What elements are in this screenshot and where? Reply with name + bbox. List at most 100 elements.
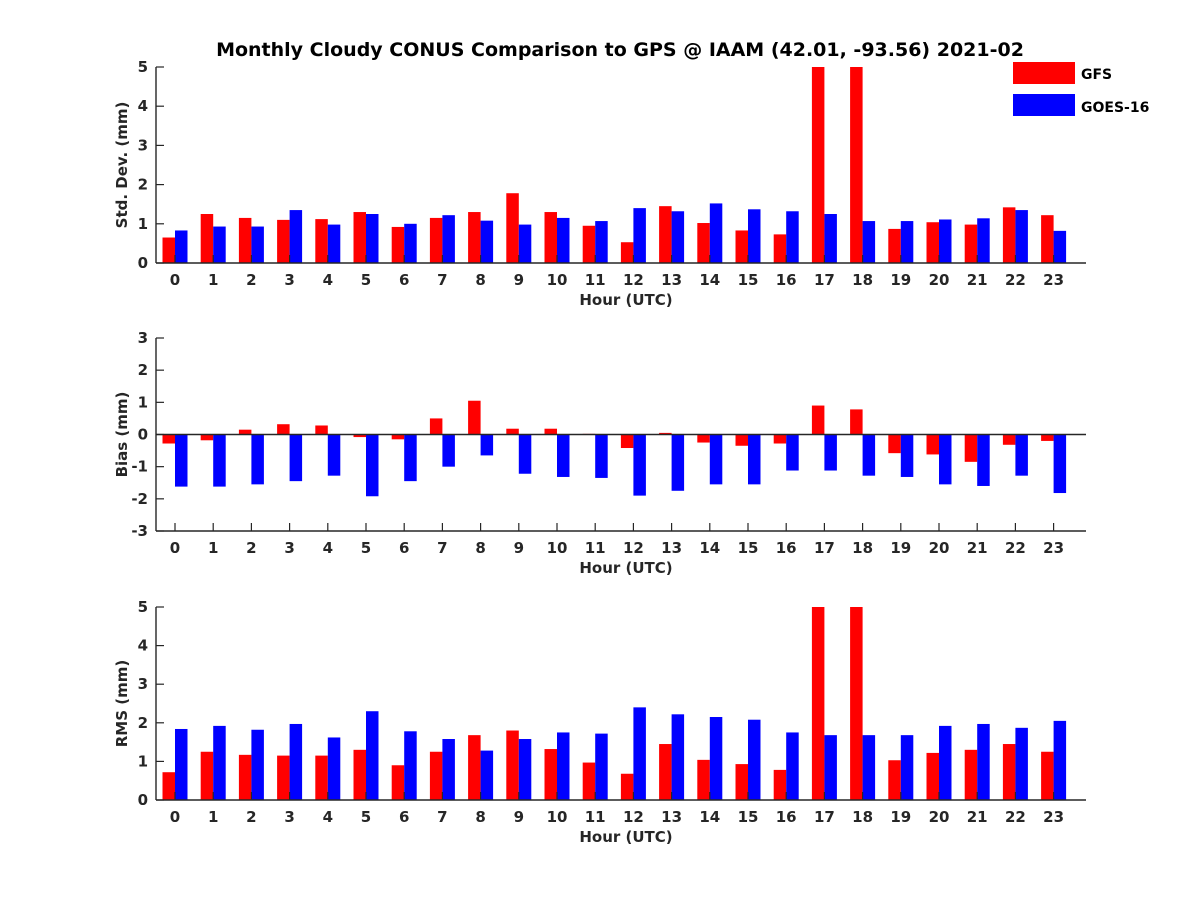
- bar-gfs-hour-8: [468, 212, 481, 263]
- bar-gfs-hour-19: [888, 760, 901, 800]
- x-tick-label: 10: [547, 271, 568, 289]
- x-tick-label: 4: [323, 539, 333, 557]
- bar-goes16-hour-19: [900, 434, 914, 477]
- bar-goes16-hour-7: [442, 434, 455, 467]
- bar-gfs-hour-2: [238, 754, 252, 800]
- bar-goes16-hour-23: [1053, 720, 1067, 800]
- bar-gfs-hour-18: [850, 409, 863, 435]
- legend-label-gfs: GFS: [1081, 67, 1112, 83]
- bar-gfs-hour-20: [926, 434, 939, 455]
- bar-gfs-hour-11: [582, 225, 596, 263]
- bar-goes16-hour-8: [480, 434, 494, 456]
- bar-goes16-hour-18: [862, 221, 876, 263]
- bar-gfs-hour-22: [1002, 744, 1016, 800]
- bar-gfs-hour-16: [773, 769, 787, 800]
- x-tick-label: 16: [776, 808, 797, 826]
- bar-goes16-hour-1: [213, 434, 226, 487]
- x-tick-label: 0: [170, 808, 180, 826]
- x-tick-label: 18: [852, 539, 873, 557]
- x-tick-label: 11: [585, 808, 606, 826]
- bar-goes16-hour-18: [862, 735, 876, 800]
- bar-goes16-hour-16: [786, 211, 799, 263]
- bar-gfs-hour-21: [964, 434, 978, 462]
- y-tick-label: 4: [138, 97, 148, 115]
- bar-gfs-hour-9: [506, 193, 519, 263]
- bar-gfs-hour-10: [544, 749, 557, 800]
- bar-gfs-hour-14: [697, 759, 710, 800]
- bar-goes16-hour-17: [824, 735, 837, 800]
- x-tick-label: 23: [1043, 271, 1064, 289]
- bar-goes16-hour-23: [1053, 230, 1067, 263]
- legend: GFS GOES-16: [1013, 62, 1149, 116]
- bar-goes16-hour-8: [480, 750, 494, 800]
- x-tick-label: 14: [699, 808, 720, 826]
- y-axis-label: Bias (mm): [113, 392, 131, 478]
- bar-gfs-hour-10: [544, 212, 557, 263]
- x-axis-label: Hour (UTC): [579, 828, 672, 846]
- bar-goes16-hour-12: [633, 707, 646, 800]
- x-tick-label: 14: [699, 539, 720, 557]
- x-tick-label: 7: [437, 271, 447, 289]
- bar-gfs-hour-1: [200, 214, 214, 263]
- x-tick-label: 1: [208, 539, 218, 557]
- x-tick-label: 18: [852, 271, 873, 289]
- bar-gfs-hour-8: [468, 400, 481, 435]
- bar-gfs-hour-19: [888, 228, 901, 263]
- bar-goes16-hour-6: [404, 731, 417, 800]
- bar-goes16-hour-1: [213, 226, 226, 263]
- bar-gfs-hour-16: [773, 434, 787, 444]
- bar-gfs-hour-3: [277, 219, 290, 263]
- x-tick-label: 16: [776, 539, 797, 557]
- x-tick-label: 17: [814, 808, 835, 826]
- x-tick-label: 7: [437, 539, 447, 557]
- x-tick-label: 4: [323, 271, 333, 289]
- x-tick-label: 2: [246, 271, 256, 289]
- x-tick-label: 8: [475, 271, 485, 289]
- x-tick-label: 9: [514, 271, 524, 289]
- bar-gfs-hour-6: [391, 434, 405, 440]
- bar-goes16-hour-17: [824, 434, 837, 471]
- bar-goes16-hour-2: [251, 226, 264, 263]
- x-tick-label: 10: [547, 808, 568, 826]
- bar-gfs-hour-2: [238, 217, 252, 263]
- bar-goes16-hour-22: [1015, 210, 1028, 263]
- bar-goes16-hour-3: [289, 210, 303, 263]
- bar-goes16-hour-5: [366, 214, 379, 263]
- bar-goes16-hour-21: [977, 218, 990, 263]
- bar-goes16-hour-6: [404, 223, 417, 263]
- bar-gfs-hour-23: [1041, 751, 1054, 800]
- x-tick-label: 14: [699, 271, 720, 289]
- bar-gfs-hour-11: [582, 762, 596, 800]
- x-tick-label: 0: [170, 539, 180, 557]
- bar-gfs-hour-22: [1002, 207, 1016, 263]
- bar-gfs-hour-0: [162, 772, 175, 800]
- bar-goes16-hour-0: [175, 230, 188, 263]
- bar-goes16-hour-21: [977, 434, 990, 486]
- bar-gfs-hour-14: [697, 434, 710, 443]
- y-axis-label: RMS (mm): [113, 660, 131, 747]
- x-tick-label: 23: [1043, 539, 1064, 557]
- x-tick-label: 21: [967, 539, 988, 557]
- bar-gfs-hour-7: [429, 418, 443, 435]
- x-tick-label: 16: [776, 271, 797, 289]
- bar-gfs-hour-17: [811, 607, 825, 800]
- x-tick-label: 19: [890, 539, 911, 557]
- bar-goes16-hour-1: [213, 725, 226, 800]
- bar-gfs-hour-20: [926, 752, 939, 800]
- x-tick-label: 6: [399, 808, 409, 826]
- bar-goes16-hour-8: [480, 220, 494, 263]
- bar-gfs-hour-19: [888, 434, 901, 454]
- y-tick-label: 0: [138, 254, 148, 272]
- x-tick-label: 12: [623, 539, 644, 557]
- bar-goes16-hour-0: [175, 434, 188, 487]
- bar-goes16-hour-13: [671, 434, 685, 491]
- x-tick-label: 13: [661, 808, 682, 826]
- bar-goes16-hour-14: [709, 717, 723, 800]
- bar-goes16-hour-6: [404, 434, 417, 482]
- bar-gfs-hour-7: [429, 217, 443, 263]
- bar-goes16-hour-22: [1015, 727, 1028, 800]
- bar-goes16-hour-10: [557, 217, 570, 263]
- x-tick-label: 17: [814, 271, 835, 289]
- x-tick-label: 8: [475, 539, 485, 557]
